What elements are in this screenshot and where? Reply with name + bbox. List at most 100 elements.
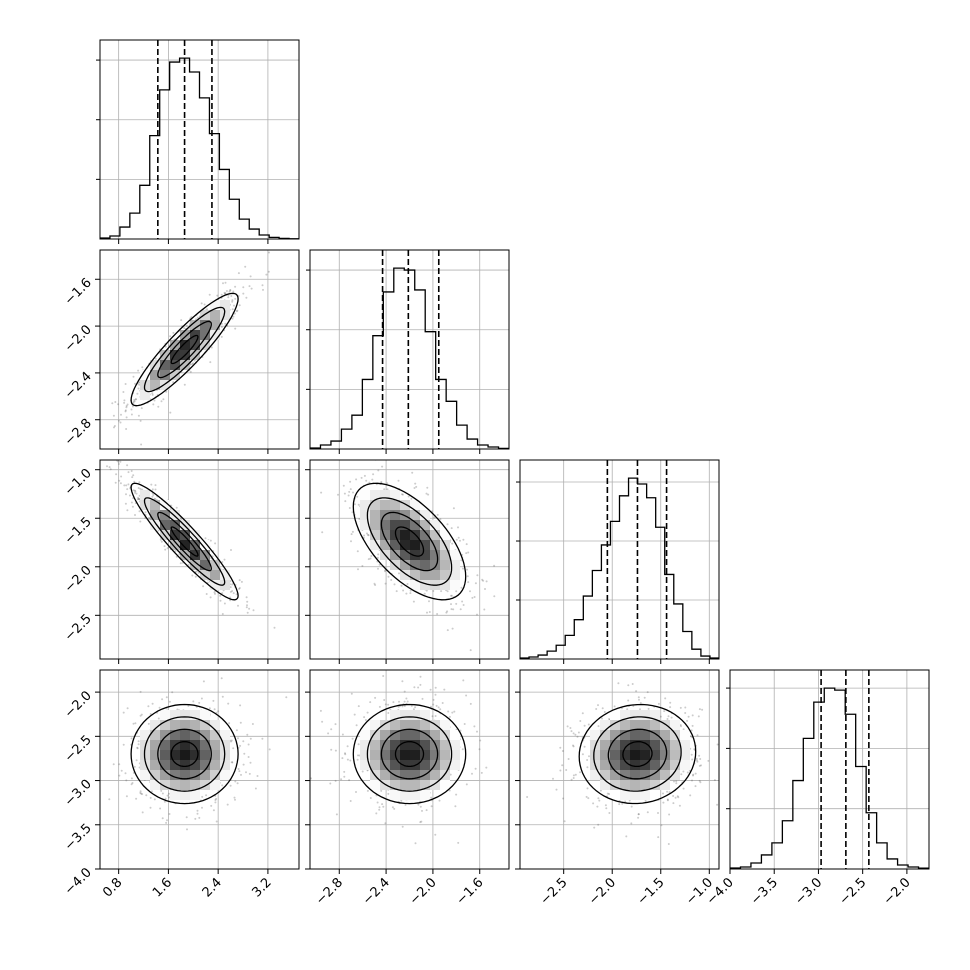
sample-point [377,553,380,556]
sample-point [151,495,154,498]
sample-point [341,757,344,760]
sample-point [377,567,379,570]
sample-point [125,795,128,798]
density-cell [400,780,410,790]
sample-point [231,761,234,764]
sample-point [378,705,381,708]
panel-frame [99,249,300,450]
sample-point [206,308,208,311]
sample-point [238,587,241,589]
histogram-panel-0 [96,39,300,244]
sample-point [357,705,360,708]
sample-point [268,748,271,751]
sample-point [378,563,381,566]
sample-point [265,273,268,276]
sample-point [132,474,135,477]
sample-point [390,579,393,581]
density-cell [440,780,450,790]
sample-point [621,802,624,805]
density-cell [160,520,170,530]
sample-point [405,592,408,595]
contour-line [157,511,212,572]
density-cell [410,570,420,580]
sample-point [638,698,640,701]
contour-line [366,497,453,586]
sample-point [131,405,134,408]
density-cell [600,770,610,780]
sample-point [690,753,693,756]
density-cell [610,790,620,800]
panel-frame [519,669,720,870]
sample-point [357,568,359,571]
density-cell [400,540,410,550]
sample-point [245,606,248,609]
sample-point [124,772,127,775]
sample-point [601,707,604,710]
sample-point [215,820,218,823]
density-cell [210,770,220,780]
sample-point [469,702,472,705]
sample-point [668,813,671,816]
density-cell [200,750,210,760]
density-cell [420,540,430,550]
sample-point [114,401,117,403]
sample-point [691,714,694,717]
scatter-panel-3-1: −2.8 −2.4 −2.0 −1.6 [305,669,510,908]
density-cell [140,390,150,400]
sample-point [124,409,127,412]
sample-point [428,611,431,613]
sample-point [485,580,488,583]
density-cell [180,760,190,770]
sample-point [365,479,368,482]
sample-point [684,706,687,709]
density-cell [410,770,420,780]
sample-point [139,790,142,793]
sample-point [471,596,474,599]
density-cell [390,550,400,560]
sample-point [414,842,417,845]
sample-point [166,794,169,797]
sample-point [118,479,121,482]
sample-point [149,713,152,715]
density-cell [450,750,460,760]
density-cell [440,550,450,560]
sample-point [626,708,629,711]
density-cell [170,750,180,760]
sample-point [682,787,685,790]
contour-line [366,716,453,792]
sample-point [153,798,156,801]
sample-point [349,800,352,802]
density-cell [600,730,610,740]
sample-point [350,540,352,543]
contours [130,482,239,601]
sample-point [235,310,238,313]
density-cell [170,780,180,790]
sample-point [707,759,710,762]
sample-point [662,792,664,795]
sample-point [419,821,422,824]
sample-point [160,400,163,403]
y-tick-label: −1.5 [62,514,95,547]
x-tick-label: −2.0 [881,875,914,908]
sample-point [132,400,135,403]
density-cell [610,710,620,720]
sample-point [161,792,164,795]
density-cell [440,580,450,590]
sample-point [698,708,701,711]
density-cell [180,540,190,550]
density-cell [410,790,420,800]
sample-point [137,740,140,743]
sample-point [192,362,195,365]
sample-point [572,745,575,748]
sample-point [678,804,681,807]
sample-point [692,774,694,777]
density-cell [590,770,600,780]
sample-point [572,774,575,777]
histogram-line [520,477,719,659]
density-cell [380,490,390,500]
sample-point [130,737,133,740]
sample-point [401,825,404,828]
density-cell [620,780,630,790]
sample-point [185,816,188,819]
sample-point [566,725,569,728]
